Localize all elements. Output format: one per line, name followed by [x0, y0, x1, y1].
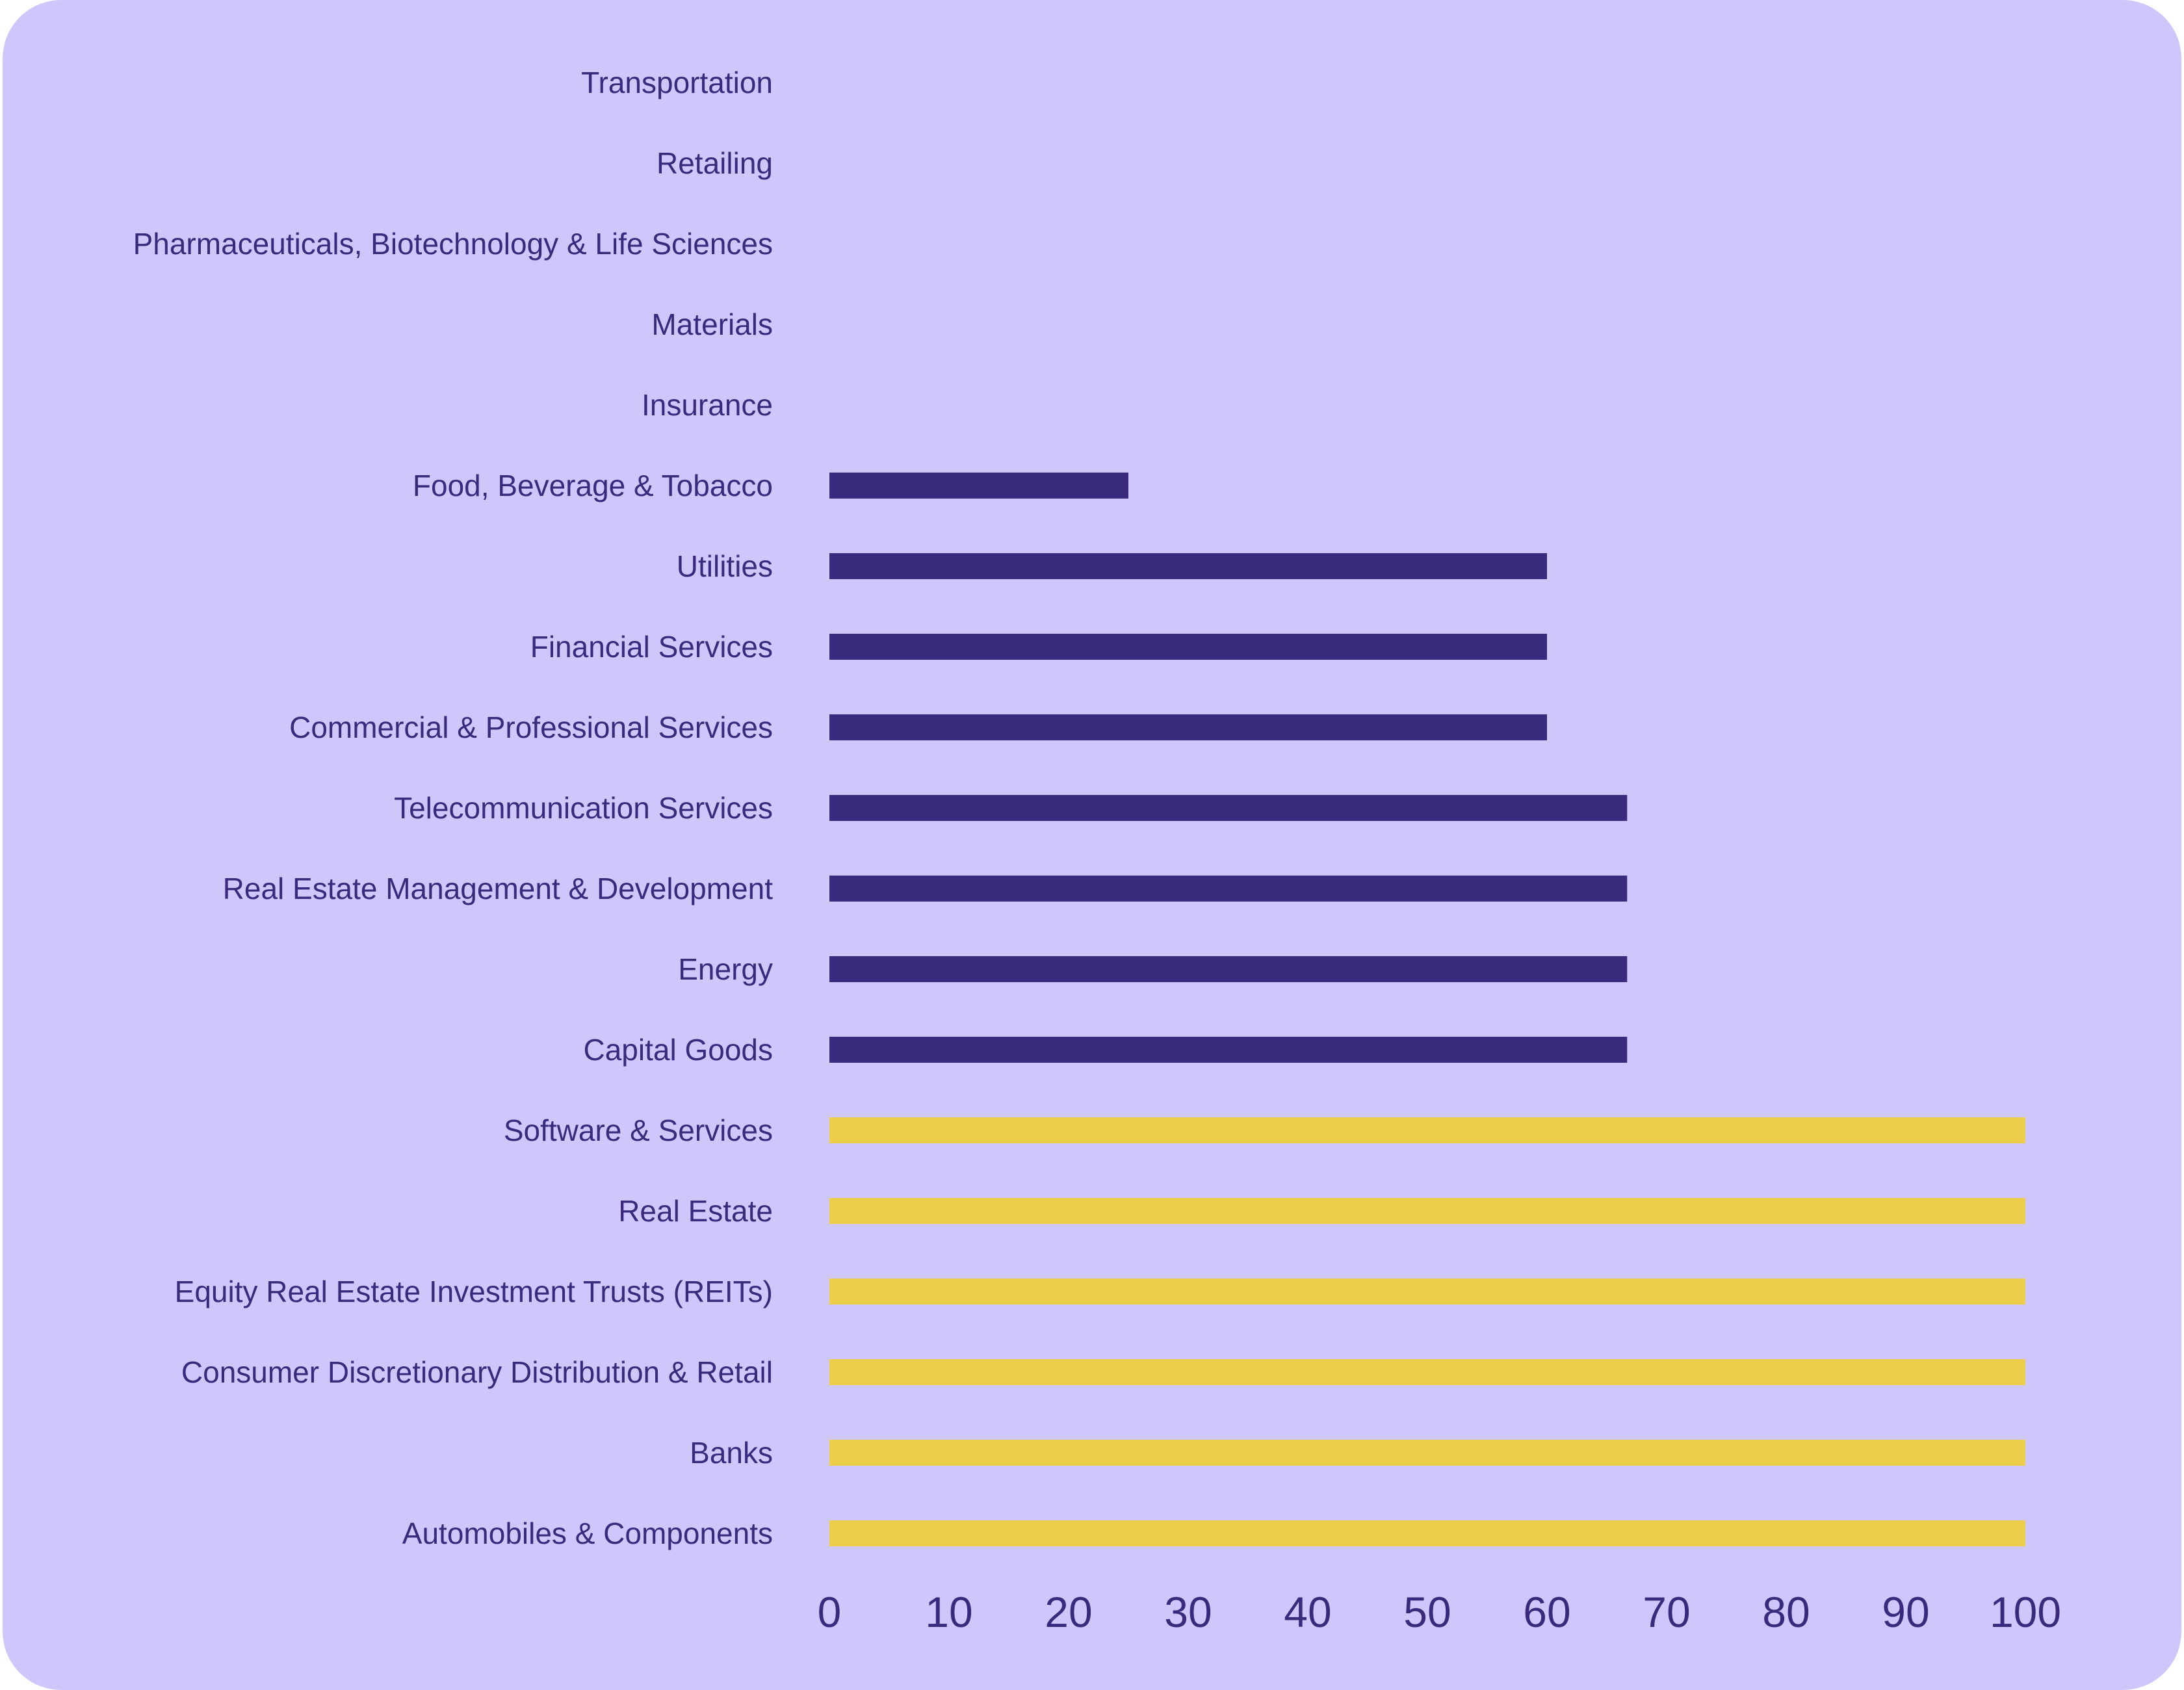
- category-label: Banks: [690, 1436, 773, 1470]
- category-label: Real Estate Management & Development: [223, 872, 774, 905]
- bars: [829, 473, 2025, 1546]
- category-label: Equity Real Estate Investment Trusts (RE…: [175, 1275, 773, 1308]
- x-tick-label: 30: [1164, 1588, 1212, 1636]
- category-label: Insurance: [642, 388, 773, 422]
- x-tick-label: 90: [1882, 1588, 1929, 1636]
- x-tick-label: 50: [1403, 1588, 1451, 1636]
- category-labels: Transportation Retailing Pharmaceuticals, …: [133, 66, 774, 1550]
- bar: [829, 795, 1628, 821]
- bar: [829, 634, 1547, 660]
- x-tick-label: 0: [818, 1588, 842, 1636]
- x-axis-tick-labels: 0 10 20 30 40 50 60 70 80 90 100: [818, 1588, 2061, 1636]
- bar: [829, 1520, 2025, 1546]
- bar: [829, 1198, 2025, 1224]
- category-label: Consumer Discretionary Distribution & Re…: [181, 1355, 773, 1389]
- category-label: Commercial & Professional Services: [289, 710, 773, 744]
- bar: [829, 714, 1547, 740]
- bar: [829, 1279, 2025, 1305]
- x-tick-label: 20: [1045, 1588, 1092, 1636]
- category-label: Telecommunication Services: [394, 791, 773, 825]
- category-label: Retailing: [656, 146, 773, 180]
- bar: [829, 956, 1628, 982]
- category-label: Automobiles & Components: [402, 1516, 773, 1550]
- chart-background: [3, 0, 2181, 1690]
- category-label: Materials: [651, 307, 773, 341]
- category-label: Energy: [678, 952, 773, 986]
- x-tick-label: 70: [1643, 1588, 1690, 1636]
- bar: [829, 1440, 2025, 1466]
- category-label: Capital Goods: [584, 1033, 774, 1067]
- category-label: Pharmaceuticals, Biotechnology & Life Sc…: [133, 227, 773, 261]
- bar: [829, 1359, 2025, 1385]
- bar: [829, 473, 1128, 499]
- category-label: Utilities: [677, 549, 773, 583]
- x-tick-label: 60: [1523, 1588, 1570, 1636]
- bar: [829, 876, 1628, 902]
- x-tick-label: 100: [1990, 1588, 2061, 1636]
- bar-chart: Transportation Retailing Pharmaceuticals, …: [3, 0, 2181, 1690]
- category-label: Financial Services: [530, 630, 773, 664]
- category-label: Software & Services: [504, 1113, 773, 1147]
- x-tick-label: 40: [1284, 1588, 1331, 1636]
- category-label: Transportation: [581, 66, 773, 99]
- category-label: Food, Beverage & Tobacco: [413, 469, 773, 502]
- chart-card: Transportation Retailing Pharmaceuticals, …: [3, 0, 2181, 1690]
- bar: [829, 553, 1547, 579]
- bar: [829, 1037, 1628, 1063]
- x-tick-label: 80: [1762, 1588, 1810, 1636]
- category-label: Real Estate: [618, 1194, 773, 1228]
- bar: [829, 1117, 2025, 1143]
- x-tick-label: 10: [925, 1588, 972, 1636]
